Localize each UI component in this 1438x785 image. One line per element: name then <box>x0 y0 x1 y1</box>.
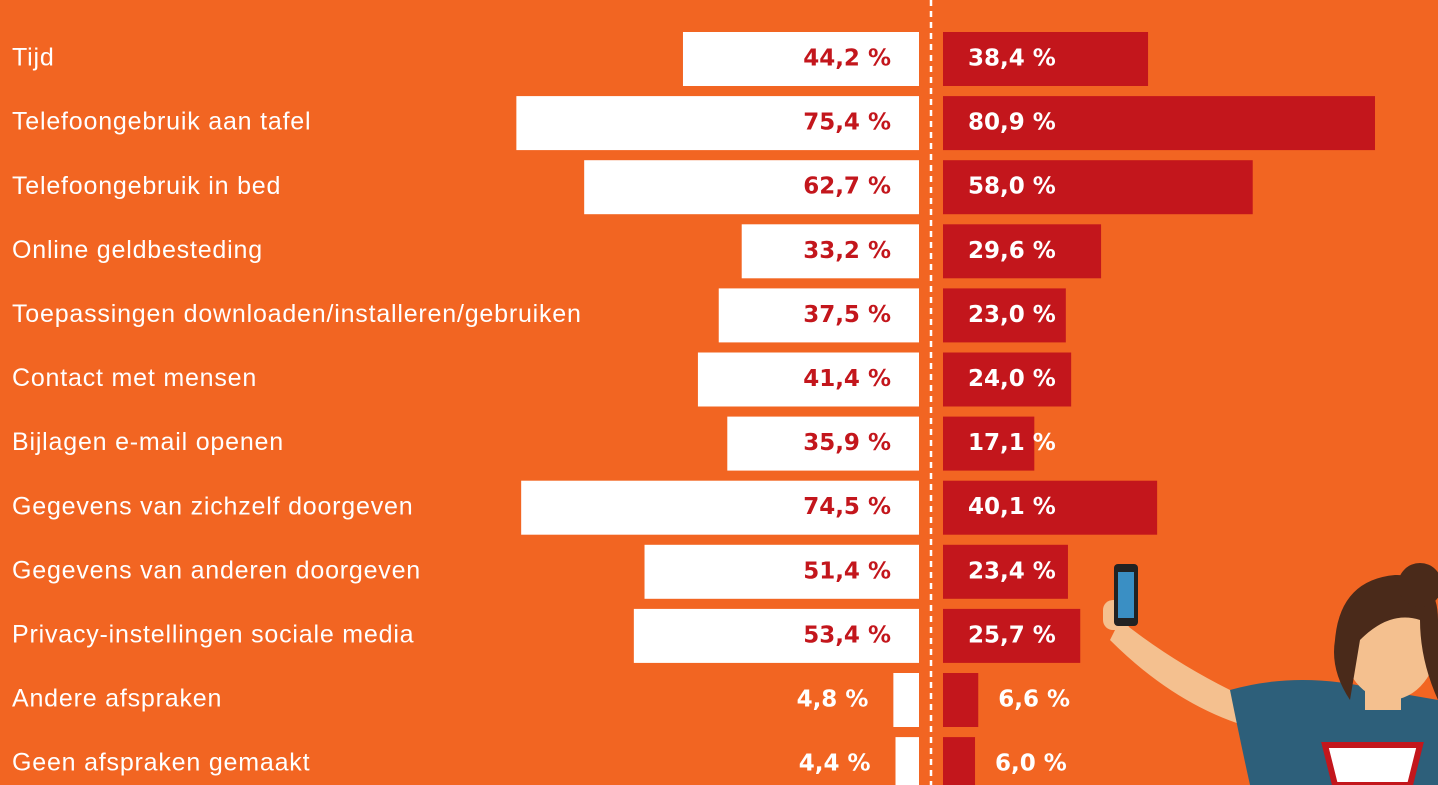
value-label: 37,5 % <box>803 302 891 328</box>
value-label: 23,0 % <box>968 302 1056 328</box>
category-label: Gegevens van zichzelf doorgeven <box>12 492 413 520</box>
value-label: 75,4 % <box>803 110 891 136</box>
value-label: 40,1 % <box>968 494 1056 520</box>
value-label: 38,4 % <box>968 46 1056 72</box>
value-label: 6,6 % <box>998 687 1070 713</box>
value-label: 25,7 % <box>968 622 1056 648</box>
value-label: 80,9 % <box>968 110 1056 136</box>
bar <box>896 737 919 785</box>
value-label: 29,6 % <box>968 238 1056 264</box>
chart: Tijd 44,2 % 38,4 % Telefoongebruik aan tafe… <box>0 0 1438 785</box>
value-label: 6,0 % <box>995 751 1067 777</box>
value-label: 24,0 % <box>968 366 1056 392</box>
value-label: 44,2 % <box>803 46 891 72</box>
category-label: Gegevens van anderen doorgeven <box>12 556 421 584</box>
value-label: 51,4 % <box>803 558 891 584</box>
value-label: 17,1 % <box>968 430 1056 456</box>
value-label: 74,5 % <box>803 494 891 520</box>
category-label: Online geldbesteding <box>12 236 263 264</box>
value-label: 58,0 % <box>968 174 1056 200</box>
bar <box>943 737 975 785</box>
category-label: Andere afspraken <box>12 685 222 713</box>
value-label: 33,2 % <box>803 238 891 264</box>
category-label: Bijlagen e-mail openen <box>12 428 284 456</box>
value-label: 53,4 % <box>803 622 891 648</box>
category-label: Telefoongebruik aan tafel <box>12 108 311 136</box>
value-label: 41,4 % <box>803 366 891 392</box>
bar <box>893 673 919 727</box>
category-label: Toepassingen downloaden/installeren/gebr… <box>12 300 582 328</box>
category-label: Tijd <box>12 44 55 72</box>
value-label: 35,9 % <box>803 430 891 456</box>
category-label: Contact met mensen <box>12 364 257 392</box>
value-label: 4,4 % <box>799 751 871 777</box>
value-label: 23,4 % <box>968 558 1056 584</box>
value-label: 62,7 % <box>803 174 891 200</box>
category-label: Geen afspraken gemaakt <box>12 749 310 777</box>
value-label: 4,8 % <box>797 687 869 713</box>
bar <box>943 673 978 727</box>
category-label: Telefoongebruik in bed <box>12 172 281 200</box>
category-label: Privacy-instellingen sociale media <box>12 621 414 649</box>
